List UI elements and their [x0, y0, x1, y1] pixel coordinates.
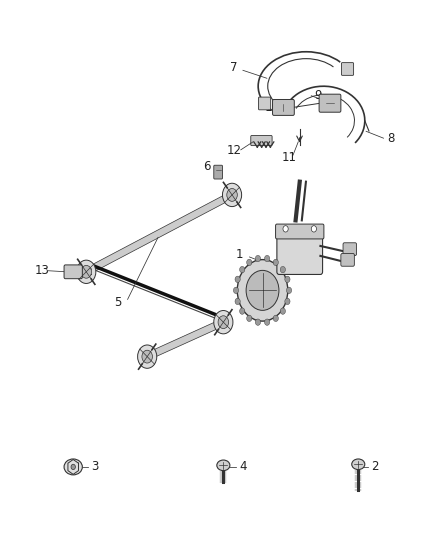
Text: 13: 13 [35, 264, 49, 277]
Circle shape [255, 319, 261, 325]
Circle shape [273, 259, 279, 265]
Circle shape [235, 298, 240, 304]
FancyBboxPatch shape [277, 229, 322, 274]
Circle shape [240, 266, 245, 273]
Circle shape [223, 183, 242, 207]
Text: 10: 10 [265, 101, 279, 114]
Circle shape [81, 265, 92, 278]
Circle shape [138, 345, 157, 368]
Circle shape [227, 189, 237, 201]
Circle shape [280, 308, 286, 314]
FancyBboxPatch shape [214, 165, 223, 179]
Circle shape [285, 298, 290, 304]
Circle shape [246, 270, 279, 310]
Text: 5: 5 [114, 296, 122, 309]
Text: 6: 6 [204, 160, 211, 173]
Polygon shape [85, 191, 233, 275]
FancyBboxPatch shape [258, 97, 271, 110]
FancyBboxPatch shape [251, 135, 272, 146]
Circle shape [77, 260, 96, 284]
Text: 7: 7 [230, 61, 238, 74]
Text: 4: 4 [240, 461, 247, 473]
Text: 8: 8 [387, 132, 395, 144]
Circle shape [273, 315, 279, 321]
Circle shape [218, 316, 229, 328]
Text: 2: 2 [371, 461, 378, 473]
Circle shape [311, 225, 317, 232]
Circle shape [240, 308, 245, 314]
Circle shape [247, 259, 252, 265]
Circle shape [233, 287, 239, 294]
Circle shape [283, 225, 288, 232]
Text: 11: 11 [282, 151, 297, 164]
Circle shape [255, 255, 261, 262]
Text: 1: 1 [236, 248, 244, 261]
FancyBboxPatch shape [343, 243, 357, 255]
Circle shape [235, 276, 240, 282]
Circle shape [142, 350, 152, 363]
Text: 3: 3 [91, 461, 99, 473]
Ellipse shape [217, 460, 230, 471]
FancyBboxPatch shape [276, 224, 324, 239]
FancyBboxPatch shape [272, 100, 294, 115]
Ellipse shape [64, 459, 82, 475]
Circle shape [285, 276, 290, 282]
FancyBboxPatch shape [64, 265, 82, 279]
Circle shape [280, 266, 286, 273]
Ellipse shape [352, 459, 365, 470]
Circle shape [265, 255, 270, 262]
Circle shape [214, 311, 233, 334]
Circle shape [237, 260, 288, 321]
Circle shape [247, 315, 252, 321]
Circle shape [286, 287, 292, 294]
Text: 9: 9 [314, 89, 322, 102]
Circle shape [265, 319, 270, 325]
FancyBboxPatch shape [341, 254, 354, 266]
Polygon shape [146, 319, 224, 360]
FancyBboxPatch shape [341, 63, 353, 75]
Circle shape [71, 464, 75, 470]
FancyBboxPatch shape [319, 94, 341, 112]
Text: 12: 12 [227, 144, 242, 157]
